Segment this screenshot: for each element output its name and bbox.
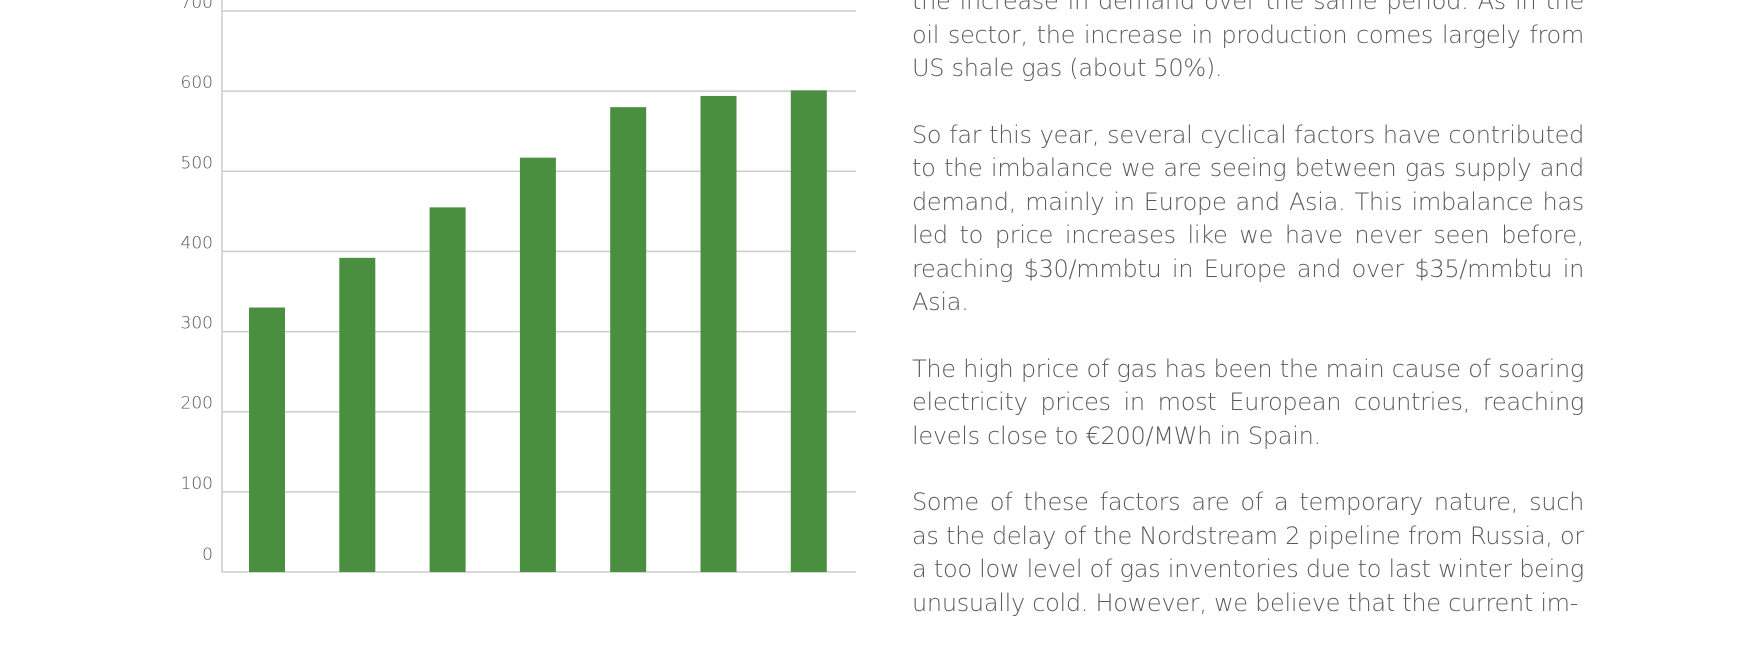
bar-3 [429, 207, 466, 572]
article-paragraph-4: Some of these factors are of a temporary… [912, 488, 1584, 617]
y-tick-label: 400 [181, 233, 213, 253]
bar-1 [249, 307, 285, 572]
bar-7 [790, 90, 827, 572]
bar-4 [519, 157, 556, 572]
article-paragraph-3: The high price of gas has been the main … [912, 354, 1584, 450]
y-tick-label: 500 [181, 153, 213, 173]
y-axis-ticks: 0 100 200 300 400 500 600 700 [181, 0, 213, 565]
bar-5 [610, 107, 647, 573]
article-paragraph-1: the increase in demand over the same per… [912, 0, 1584, 82]
y-tick-label: 100 [181, 474, 213, 494]
y-tick-label: 700 [181, 0, 213, 13]
article-paragraph-2: So far this year, several cyclical facto… [912, 120, 1584, 317]
y-tick-label: 0 [202, 545, 213, 565]
y-tick-label: 600 [181, 73, 213, 93]
y-tick-label: 300 [181, 314, 213, 334]
bar-6 [700, 95, 737, 573]
bars [249, 90, 827, 573]
bar-2 [339, 257, 376, 572]
gas-production-bar-chart: 0 100 200 300 400 500 600 700 [181, 0, 856, 573]
y-tick-label: 200 [181, 394, 213, 414]
article-text: the increase in demand over the same per… [912, 0, 1584, 653]
